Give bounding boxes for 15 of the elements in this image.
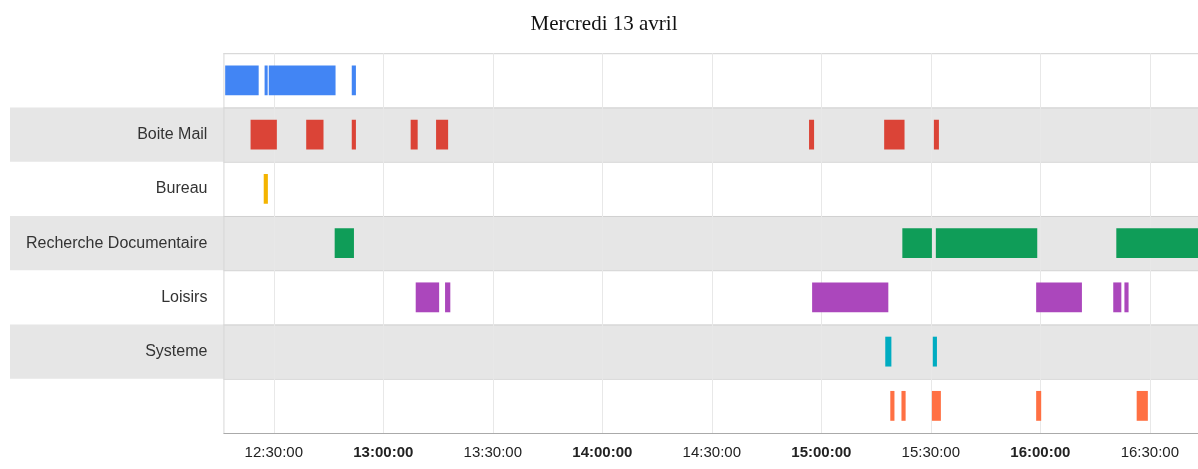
x-tick-label: 15:30:00 bbox=[901, 443, 961, 461]
y-tick-label: Recherche Documentaire bbox=[26, 233, 208, 251]
x-tick-label: 16:30:00 bbox=[1120, 443, 1180, 461]
x-tick-label: 14:30:00 bbox=[682, 443, 741, 461]
y-tick-label: Bureau bbox=[155, 179, 208, 197]
y-tick-label: Boite Mail bbox=[137, 124, 208, 142]
x-tick-label: 14:00:00 bbox=[572, 443, 633, 461]
y-tick-label: Loisirs bbox=[161, 287, 208, 305]
x-tick-label: 15:00:00 bbox=[791, 443, 852, 461]
x-tick-label: 13:00:00 bbox=[353, 443, 414, 461]
chart-title: Mercredi 13 avril bbox=[530, 11, 678, 36]
x-tick-label: 12:30:00 bbox=[244, 443, 303, 461]
x-tick-label: 13:30:00 bbox=[463, 443, 522, 461]
x-tick-label: 16:00:00 bbox=[1010, 443, 1071, 461]
y-tick-label: Systeme bbox=[145, 342, 208, 360]
